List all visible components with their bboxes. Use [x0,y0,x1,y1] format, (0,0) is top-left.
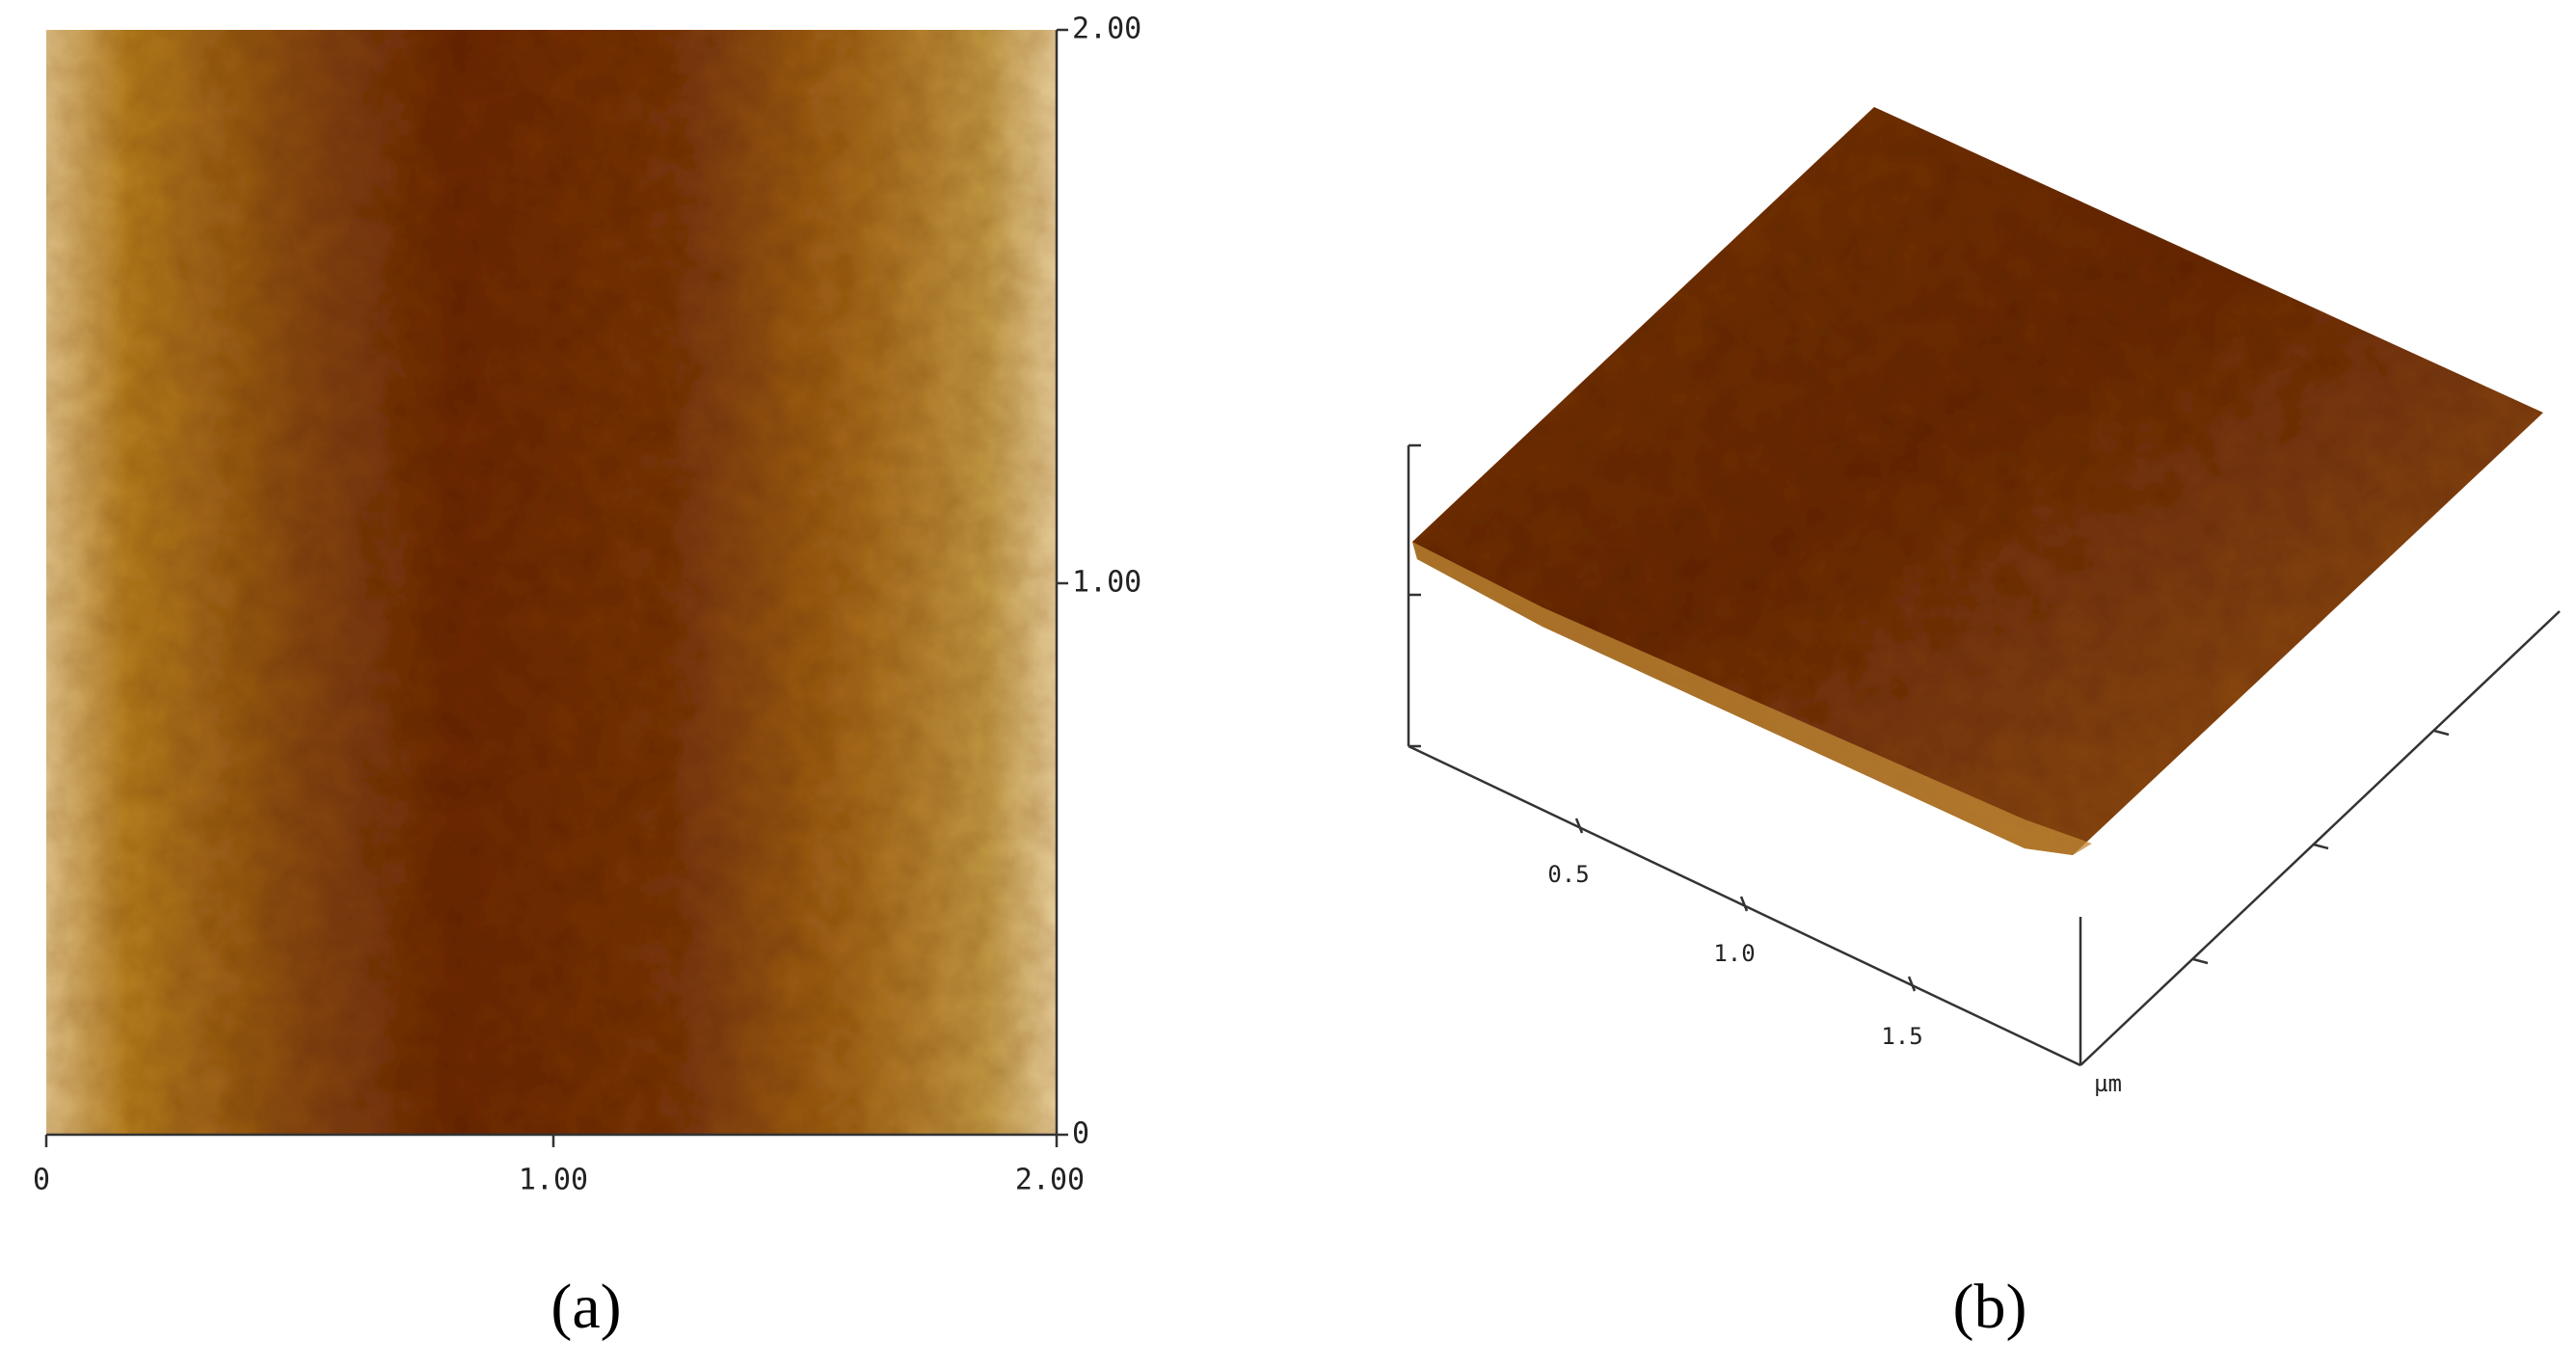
y-tick-label: 0 [1072,1117,1089,1151]
axes-a [44,28,1068,1147]
y-tick-label: 2.00 [1072,13,1141,46]
afm-height-map [46,30,1057,1135]
axes-b [1407,443,2561,1067]
afm-surface-3d [1412,107,2543,855]
x-tick-label: 0 [33,1164,50,1197]
x-tick-label: 1.00 [519,1164,588,1197]
caption: (b) [1953,1272,2027,1342]
y-tick-label: 1.00 [1072,566,1141,600]
axis-label: 1.5 [1881,1023,1922,1050]
caption: (a) [550,1272,621,1342]
unit-label: µm [2094,1070,2122,1097]
x-tick-label: 2.00 [1015,1164,1085,1197]
surface-edge [1412,542,2092,855]
axis-label: 0.5 [1547,861,1589,888]
axis-label: 1.0 [1713,940,1755,967]
